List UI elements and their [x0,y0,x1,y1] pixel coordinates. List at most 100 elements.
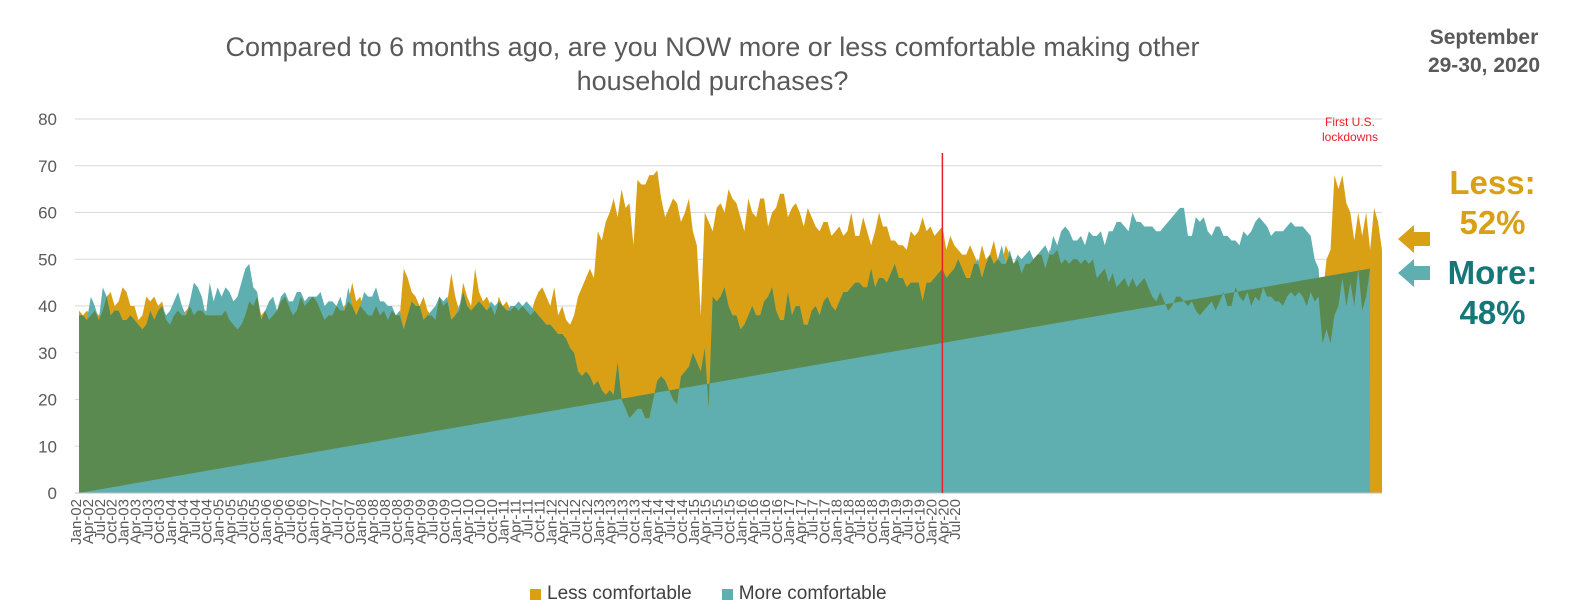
x-tick-label: Jan-12 [543,499,560,545]
less-callout-label: Less: [1449,164,1536,201]
x-tick-label: Oct-09 [436,499,453,544]
x-tick-label: Oct-04 [199,499,216,544]
legend-item-more: More comfortable [721,583,887,605]
x-tick-label: Apr-14 [650,499,667,544]
x-tick-label: Jan-09 [401,499,418,545]
x-tick-label: Oct-19 [912,499,929,544]
chart-title: Compared to 6 months ago, are you NOW mo… [150,30,1275,98]
x-tick-label: Jan-13 [591,499,608,545]
x-tick-label: Jan-17 [781,499,798,545]
more-arrow-icon [1398,259,1430,287]
x-tick-label: Jul-17 [805,499,822,540]
y-tick-label: 80 [38,110,57,129]
x-tick-label: Jan-04 [163,499,180,545]
x-tick-label: Jan-11 [496,499,513,544]
y-tick-label: 70 [38,157,57,176]
x-tick-label: Apr-13 [603,499,620,544]
x-tick-label: Jul-09 [424,499,441,540]
x-tick-label: Oct-14 [674,499,691,544]
less-callout: Less: 52% [1420,163,1565,243]
more-callout: More: 48% [1420,253,1565,333]
x-tick-label: Apr-06 [270,499,287,544]
more-callout-label: More: [1447,254,1538,291]
x-tick-label: Jan-06 [258,499,275,545]
x-tick-label: Jul-04 [187,499,204,540]
x-tick-label: Apr-07 [318,499,335,544]
x-tick-label: Jul-02 [92,499,109,540]
x-tick-label: Apr-10 [460,499,477,544]
y-tick-label: 30 [38,344,57,363]
x-tick-label: Oct-12 [579,499,596,544]
x-tick-label: Jan-07 [306,499,323,545]
less-callout-value: 52% [1459,204,1526,241]
x-tick-label: Oct-11 [531,499,548,543]
x-tick-label: Oct-08 [389,499,406,544]
x-tick-label: Oct-15 [721,499,738,544]
chart-legend: Less comfortable More comfortable [530,583,887,605]
x-tick-label: Oct-13 [626,499,643,544]
y-tick-label: 40 [38,297,57,316]
x-tick-label: Apr-18 [840,499,857,544]
x-tick-label: Jan-02 [68,499,85,545]
x-tick-label: Apr-12 [555,499,572,544]
x-tick-label: Oct-10 [484,499,501,544]
x-tick-label: Apr-02 [80,499,97,544]
legend-label-more: More comfortable [738,583,887,604]
x-tick-label: Jul-13 [615,499,632,540]
survey-date-line2: 29-30, 2020 [1427,54,1541,77]
x-tick-label: Apr-16 [745,499,762,544]
x-tick-label: Oct-02 [104,499,121,544]
x-tick-label: Jul-05 [234,499,251,540]
x-tick-label: Jul-19 [900,499,917,540]
x-axis-ticks: Jan-02Apr-02Jul-02Oct-02Jan-03Apr-03Jul-… [68,499,964,545]
survey-date: September 29-30, 2020 [1405,24,1563,80]
x-tick-label: Jan-18 [828,499,845,545]
x-tick-label: Jul-08 [377,499,394,540]
chart-title-line2: household purchases? [576,66,849,96]
x-tick-label: Apr-08 [365,499,382,544]
x-tick-label: Apr-15 [698,499,715,544]
x-tick-label: Apr-11 [508,499,525,543]
y-tick-label: 0 [48,484,57,503]
x-tick-label: Jan-05 [211,499,228,545]
x-tick-label: Apr-05 [222,499,239,544]
x-tick-label: Jan-08 [353,499,370,545]
x-tick-label: Jul-10 [472,499,489,540]
legend-swatch-less [530,588,541,600]
x-tick-label: Jul-03 [139,499,156,540]
x-tick-label: Oct-16 [769,499,786,544]
y-tick-label: 20 [38,391,57,410]
x-tick-label: Jul-06 [282,499,299,540]
x-tick-label: Jul-15 [710,499,727,540]
chart-title-line1: Compared to 6 months ago, are you NOW mo… [225,32,1200,62]
lockdown-label-line1: First U.S. [1325,115,1375,129]
x-tick-label: Jan-20 [923,499,940,545]
x-tick-label: Jul-07 [329,499,346,540]
x-tick-label: Oct-07 [341,499,358,544]
x-tick-label: Oct-06 [294,499,311,544]
x-tick-label: Apr-19 [888,499,905,544]
legend-swatch-more [721,588,733,600]
x-tick-label: Oct-05 [246,499,263,544]
y-tick-label: 50 [38,250,57,269]
x-tick-label: Jan-14 [638,499,655,545]
y-tick-label: 10 [38,437,57,456]
x-tick-label: Oct-17 [817,499,834,544]
legend-item-less: Less comfortable [530,583,692,605]
x-tick-label: Apr-17 [793,499,810,544]
x-tick-label: Jul-11 [519,499,536,539]
more-callout-value: 48% [1459,294,1526,331]
x-tick-label: Apr-20 [935,499,952,544]
legend-label-less: Less comfortable [547,583,692,604]
x-tick-label: Jul-20 [947,499,964,540]
less-arrow-icon [1398,225,1430,253]
x-tick-label: Jul-12 [567,499,584,540]
y-axis-ticks: 0 10 20 30 40 50 60 70 80 [38,110,57,503]
x-tick-label: Apr-03 [127,499,144,544]
x-tick-label: Oct-18 [864,499,881,544]
x-tick-label: Jan-16 [733,499,750,545]
x-tick-label: Jan-03 [116,499,133,545]
overlap-area [79,249,1371,493]
x-tick-label: Jan-10 [448,499,465,545]
